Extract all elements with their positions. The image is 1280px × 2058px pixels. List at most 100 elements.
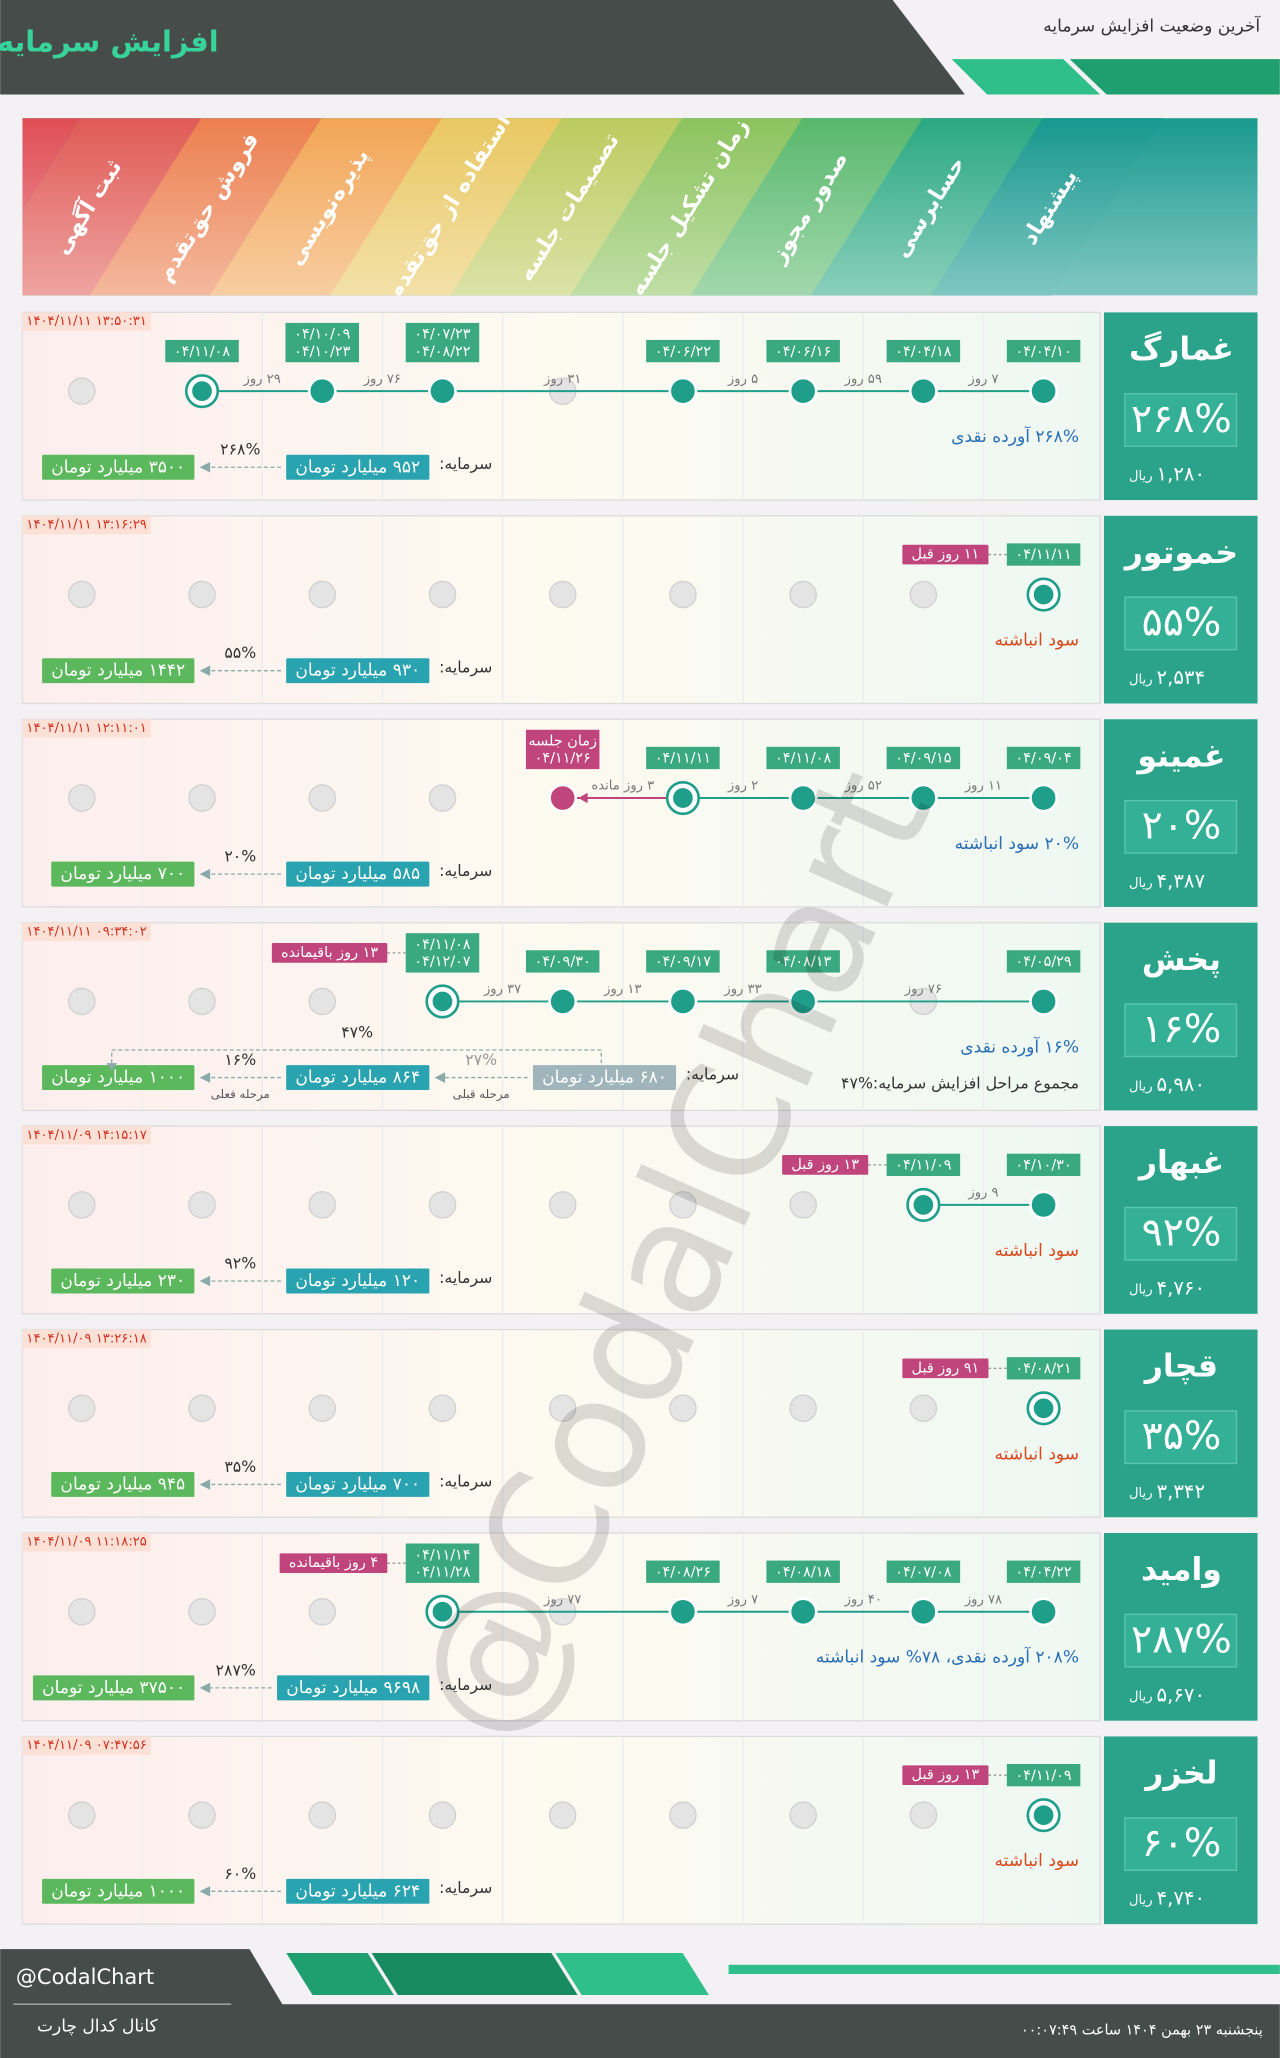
- date-box: [1006, 950, 1081, 973]
- stage-done: [908, 1597, 938, 1627]
- date: ۰۴/۱۱/۱۴: [414, 1547, 470, 1563]
- increase: ۶۰%: [224, 1864, 256, 1883]
- capital-label: سرمایه:: [439, 454, 492, 474]
- currency: ریال: [1129, 672, 1153, 687]
- date: ۰۴/۱۱/۲۶: [535, 751, 591, 767]
- currency: ریال: [1129, 1283, 1153, 1298]
- date: ۰۴/۱۱/۱۱: [1015, 547, 1071, 563]
- date: ۰۴/۱۱/۱۱: [655, 751, 711, 767]
- stage-done: [1032, 583, 1055, 606]
- date: ۰۴/۰۹/۳۰: [535, 954, 591, 970]
- date: ۰۴/۰۶/۲۲: [655, 344, 711, 360]
- stage-done: [912, 1193, 935, 1217]
- percent: ۶۰%: [1142, 1820, 1222, 1866]
- capital-label: سرمایه:: [439, 1675, 492, 1695]
- stage-done: [190, 379, 214, 403]
- arrow-head: [199, 1072, 211, 1083]
- date: ۰۴/۱۱/۲۸: [414, 1564, 470, 1580]
- gap-label: ۵۹ روز: [844, 372, 882, 387]
- capital-box: [277, 1675, 430, 1701]
- percent: ۲۸۷%: [1131, 1616, 1232, 1662]
- stage-empty: [68, 1191, 96, 1219]
- date-box: [165, 339, 239, 363]
- stage-empty: [789, 1394, 817, 1423]
- capital-box: [286, 658, 430, 684]
- tag-text: ۱۳ روز قبل: [912, 1767, 980, 1783]
- tag-text: ۴ روز باقیمانده: [289, 1555, 378, 1571]
- timestamp-bg: [22, 1736, 151, 1755]
- arrow-head: [199, 1886, 211, 1897]
- increase-stage: مرحله فعلی: [211, 1087, 270, 1102]
- header-band: [0, 0, 965, 95]
- stage-done: [668, 376, 698, 406]
- title: افزایش سرمایه: [0, 24, 219, 58]
- date-box: [886, 1153, 961, 1176]
- capital-box-text: ۶۲۴ میلیارد تومان: [295, 1881, 420, 1901]
- tag-text: ۱۳ روز قبل: [791, 1157, 859, 1173]
- gap-label: ۵ روز: [727, 372, 758, 387]
- date: ۰۴/۰۴/۲۲: [1015, 1564, 1071, 1580]
- stage-done: [307, 376, 337, 406]
- date-box: [646, 1560, 720, 1583]
- symbol: پخش: [1142, 942, 1221, 978]
- stage-empty: [428, 784, 457, 812]
- date-box: [1006, 1560, 1081, 1583]
- timestamp: ۱۴۰۴/۱۱/۰۹ ۰۷:۴۷:۵۶: [26, 1738, 146, 1753]
- capital-box: [286, 1065, 430, 1091]
- percent-box: [1124, 1206, 1238, 1261]
- stage-done: [788, 783, 818, 813]
- stage-empty: [68, 1801, 96, 1829]
- capital-box: [532, 1065, 677, 1091]
- tag-text: ۹۱ روز قبل: [912, 1360, 980, 1376]
- currency: ریال: [1129, 1486, 1153, 1501]
- tag: [902, 1358, 989, 1379]
- date-box: [1006, 746, 1081, 770]
- date-box: [646, 339, 720, 363]
- stage-empty: [428, 580, 457, 609]
- date-box: [525, 950, 600, 973]
- date: ۰۴/۰۴/۱۰: [1015, 344, 1071, 360]
- stage-empty: [669, 1801, 697, 1829]
- date: ۰۴/۱۲/۰۷: [414, 954, 470, 970]
- capital-box-text: ۹۵۲ میلیارد تومان: [295, 457, 420, 477]
- timestamp: ۱۴۰۴/۱۱/۰۹ ۱۴:۱۵:۱۷: [26, 1128, 146, 1143]
- currency: ریال: [1129, 1079, 1153, 1094]
- stage-empty: [308, 784, 337, 812]
- date-box: [405, 933, 480, 973]
- date: ۰۴/۱۱/۰۸: [775, 751, 831, 767]
- symbol: خموتور: [1123, 535, 1238, 571]
- gap-label: ۹ روز: [967, 1186, 998, 1201]
- capital-box-text: ۳۵۰۰ میلیارد تومان: [51, 457, 185, 477]
- date-box: [405, 1543, 480, 1583]
- percent-box: [1124, 1410, 1238, 1465]
- percent-box: [1124, 596, 1238, 651]
- date-box: [766, 746, 840, 770]
- increase: ۵۵%: [224, 643, 256, 662]
- stage-done: [788, 987, 818, 1016]
- note: ۱۶% آورده نقدی: [960, 1035, 1079, 1057]
- price: ۳,۳۴۲: [1157, 1480, 1206, 1503]
- capital-box-text: ۵۸۵ میلیارد تومان: [295, 864, 420, 884]
- symbol: لخزر: [1143, 1756, 1217, 1792]
- stage-empty: [428, 1801, 457, 1829]
- capital-box: [51, 1268, 195, 1294]
- price: ۴,۷۶۰: [1157, 1276, 1206, 1299]
- stage-empty: [548, 580, 577, 609]
- price: ۲,۵۳۴: [1157, 666, 1206, 689]
- currency: ریال: [1129, 469, 1153, 484]
- stage-header-fade: [22, 118, 1258, 296]
- stage-empty: [909, 1801, 938, 1829]
- capital-label: سرمایه:: [439, 658, 492, 678]
- arrow-head: [199, 1479, 211, 1490]
- price: ۱,۲۸۰: [1157, 463, 1206, 486]
- date-box: [766, 950, 840, 973]
- stage-empty: [428, 1191, 457, 1219]
- footer-dark: [0, 1949, 1280, 2058]
- stage-empty: [308, 1597, 337, 1626]
- gap-label: ۲ روز: [727, 779, 758, 794]
- timestamp-bg: [22, 1126, 151, 1145]
- stage-done: [548, 783, 578, 813]
- stage-done: [668, 1597, 698, 1627]
- price: ۵,۹۸۰: [1157, 1073, 1206, 1096]
